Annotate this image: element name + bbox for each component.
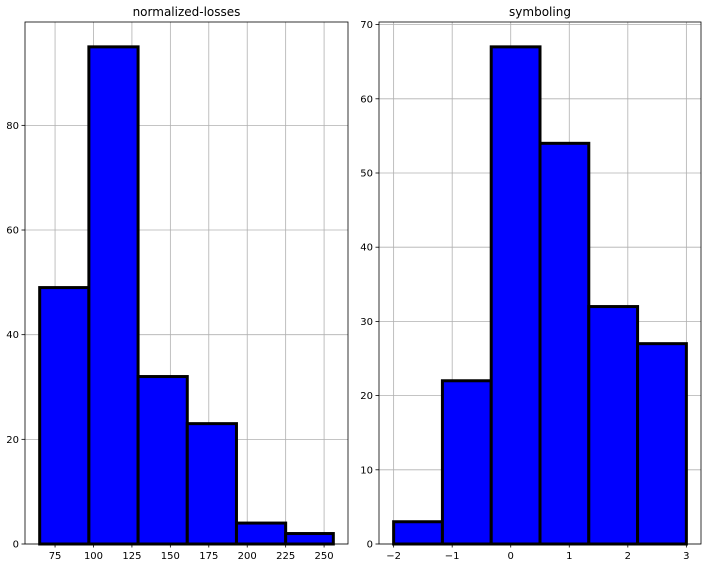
x-tick-label: 2 <box>625 551 631 562</box>
x-tick-label: 150 <box>161 551 180 562</box>
histogram-bar <box>440 379 493 546</box>
x-tick-label: 0 <box>508 551 514 562</box>
axes-frame <box>24 21 349 545</box>
histogram-bar <box>587 305 640 546</box>
x-tick-label: 125 <box>122 551 141 562</box>
y-tick-label: 40 <box>360 243 373 254</box>
chart-title: normalized-losses <box>133 5 241 19</box>
histogram-bar <box>234 521 288 546</box>
y-tick-label: 20 <box>6 435 19 446</box>
x-tick-label: 225 <box>276 551 295 562</box>
y-tick-label: 0 <box>367 540 373 551</box>
y-tick-label: 40 <box>6 330 19 341</box>
x-tick-label: −2 <box>386 551 401 562</box>
histogram-bar <box>636 342 688 546</box>
histogram-bar <box>392 520 444 546</box>
x-tick-label: −1 <box>445 551 460 562</box>
x-tick-label: 100 <box>84 551 103 562</box>
x-tick-label: 75 <box>49 551 62 562</box>
y-tick-label: 70 <box>360 20 373 31</box>
histogram-bar <box>185 422 238 546</box>
x-tick-label: 250 <box>315 551 334 562</box>
y-tick-label: 60 <box>6 226 19 237</box>
y-tick-label: 80 <box>6 121 19 132</box>
histogram-bar <box>489 45 542 546</box>
histogram-bar <box>538 141 591 546</box>
axes-frame <box>378 21 702 545</box>
x-tick-label: 200 <box>238 551 257 562</box>
x-tick-label: 1 <box>566 551 572 562</box>
histogram-panel: 75 100 125 150 175 200 225 250 0 20 40 60 80 normaliz… <box>6 5 349 562</box>
y-tick-label: 60 <box>360 94 373 105</box>
y-tick-label: 0 <box>13 540 19 551</box>
histogram-bar <box>284 532 335 546</box>
y-tick-label: 10 <box>360 465 373 476</box>
x-tick-label: 175 <box>199 551 218 562</box>
chart-title: symboling <box>509 5 571 19</box>
x-tick-label: 3 <box>683 551 689 562</box>
y-tick-label: 20 <box>360 391 373 402</box>
histogram-bar <box>87 45 140 546</box>
histogram-bar <box>38 286 91 546</box>
y-tick-label: 50 <box>360 168 373 179</box>
histogram-bar <box>136 375 189 546</box>
y-tick-label: 30 <box>360 317 373 328</box>
